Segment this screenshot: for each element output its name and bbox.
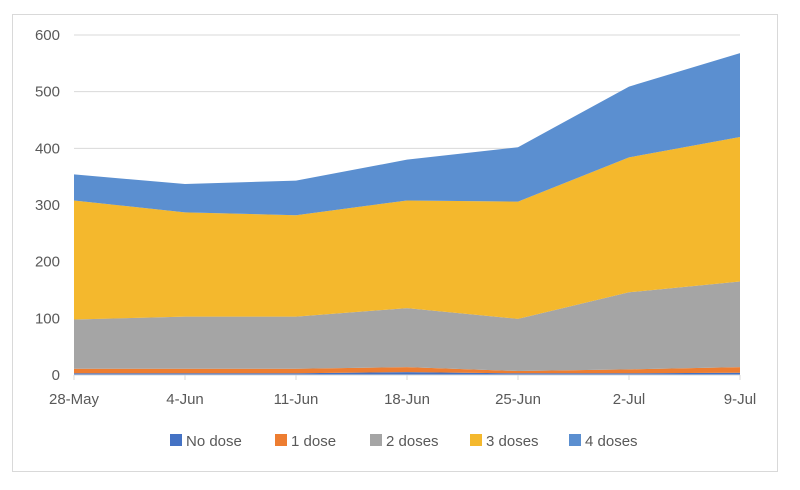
legend-swatch-1-dose [275,434,287,446]
legend-label-no-dose: No dose [186,433,242,450]
area-series-no-dose [74,372,740,375]
x-tick-label: 18-Jun [384,391,430,408]
y-tick-label: 300 [35,197,60,214]
x-tick-label: 4-Jun [166,391,204,408]
legend-swatch-4-doses [569,434,581,446]
axes: 0 100 200 300 400 500 600 28-May 4-Jun 11-Jun 18-J… [35,27,756,408]
y-tick-label: 400 [35,140,60,157]
area-series-4-doses [74,53,740,216]
area-series-group [74,53,740,375]
y-tick-label: 200 [35,254,60,271]
legend-label-3-doses: 3 doses [486,433,539,450]
x-tick-label: 11-Jun [274,391,319,408]
legend-swatch-no-dose [170,434,182,446]
x-tick-label: 9-Jul [724,391,757,408]
x-tick-label: 25-Jun [495,391,541,408]
y-tick-label: 100 [35,310,60,327]
area-series-2-doses [74,281,740,372]
legend-swatch-3-doses [470,434,482,446]
legend-label-2-doses: 2 doses [386,433,439,450]
y-tick-label: 0 [52,367,60,384]
area-series-1-dose [74,367,740,374]
area-series-3-doses [74,137,740,320]
y-tick-label: 500 [35,84,60,101]
legend-label-1-dose: 1 dose [291,433,336,450]
legend: No dose 1 dose 2 doses 3 doses 4 doses [170,433,638,450]
legend-swatch-2-doses [370,434,382,446]
legend-label-4-doses: 4 doses [585,433,638,450]
x-tick-label: 28-May [49,391,100,408]
y-tick-label: 600 [35,27,60,44]
x-tick-label: 2-Jul [613,391,646,408]
